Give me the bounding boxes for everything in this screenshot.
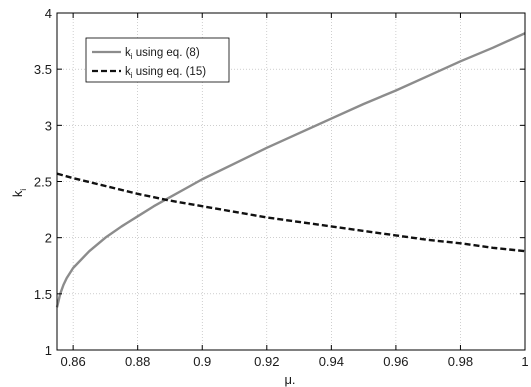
x-tick-label: 0.96 [383, 354, 408, 369]
series-eq8-line [55, 32, 526, 308]
x-tick-label: 0.92 [254, 354, 279, 369]
x-tick-label: 0.9 [193, 354, 211, 369]
legend-box [85, 37, 230, 83]
ticks: 0.86 0.88 0.9 0.92 0.94 0.96 0.98 1 1 1.5 2 2.5 3 3.5… [34, 6, 529, 369]
y-tick-label: 2 [45, 231, 52, 246]
y-axis-label: ki [10, 189, 28, 198]
y-tick-label: 3.5 [34, 62, 52, 77]
x-tick-label: 0.86 [60, 354, 85, 369]
x-tick-label: 0.88 [125, 354, 150, 369]
y-tick-label: 3 [45, 118, 52, 133]
series-eq15-line [56, 172, 526, 253]
legend: ki using eq. (8) ki using eq. (15) [85, 37, 230, 83]
y-tick-label: 1 [45, 343, 52, 358]
series-layer [55, 32, 526, 308]
x-tick-label: 1 [521, 354, 528, 369]
legend-entry-eq15: ki using eq. (15) [125, 66, 206, 80]
y-tick-label: 4 [45, 6, 52, 21]
y-tick-label: 1.5 [34, 287, 52, 302]
y-tick-label: 2.5 [34, 175, 52, 190]
legend-entry-eq8: ki using eq. (8) [125, 47, 200, 61]
x-tick-label: 0.94 [319, 354, 344, 369]
x-axis-label: μ. [284, 372, 295, 387]
x-tick-label: 0.98 [448, 354, 473, 369]
